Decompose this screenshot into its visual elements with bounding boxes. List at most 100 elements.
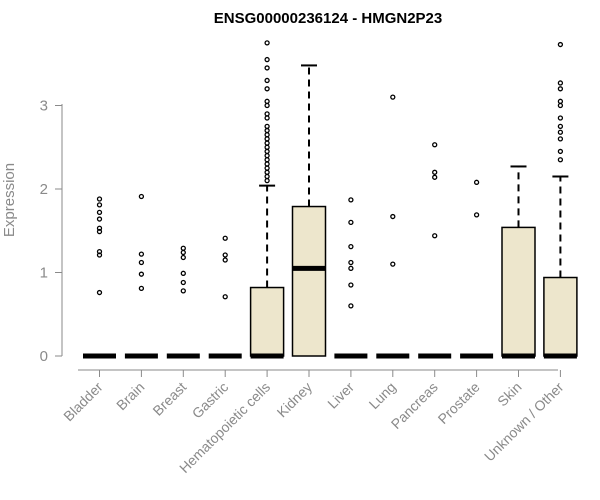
outlier-point bbox=[264, 98, 270, 104]
outlier-point bbox=[557, 148, 564, 155]
box-breast bbox=[166, 245, 200, 359]
boxes-group bbox=[83, 40, 578, 359]
box-body bbox=[501, 226, 536, 357]
outlier-point bbox=[348, 265, 354, 271]
x-tick-label: Kidney bbox=[274, 379, 316, 421]
outlier-point bbox=[264, 173, 270, 180]
outlier-point bbox=[264, 140, 270, 146]
outlier-point bbox=[264, 144, 270, 150]
outlier-point bbox=[432, 233, 438, 239]
outlier-point bbox=[138, 251, 145, 257]
y-tick-label: 0 bbox=[40, 348, 48, 365]
outlier-point bbox=[557, 129, 564, 135]
x-tick-label: Pancreas bbox=[388, 379, 441, 432]
y-tick-label: 3 bbox=[40, 98, 48, 115]
outlier-point bbox=[138, 193, 145, 200]
outlier-point bbox=[557, 86, 564, 92]
x-tick-label: Breast bbox=[149, 379, 189, 419]
x-tick-label: Brain bbox=[113, 379, 147, 413]
x-tick-label: Bladder bbox=[60, 379, 106, 425]
outlier-point bbox=[348, 243, 354, 250]
y-axis-label: Expression bbox=[1, 163, 18, 237]
outlier-point bbox=[96, 196, 103, 202]
outlier-point bbox=[264, 132, 270, 138]
outlier-point bbox=[348, 197, 354, 203]
outlier-point bbox=[180, 249, 186, 256]
outlier-point bbox=[264, 177, 270, 184]
x-tick-label: Prostate bbox=[435, 379, 483, 427]
x-tick-label: Unknown / Other bbox=[481, 379, 567, 465]
outlier-point bbox=[96, 209, 103, 216]
outlier-point bbox=[96, 248, 103, 255]
outlier-point bbox=[390, 261, 396, 267]
outlier-point bbox=[473, 212, 480, 218]
outlier-point bbox=[222, 235, 228, 241]
outlier-point bbox=[432, 142, 438, 148]
box-prostate bbox=[460, 179, 494, 359]
y-ticks: 0 1 2 3 bbox=[40, 98, 62, 365]
outlier-point bbox=[390, 94, 396, 100]
outlier-point bbox=[264, 102, 270, 109]
outlier-point bbox=[96, 202, 103, 208]
box-lung bbox=[376, 94, 410, 359]
outlier-point bbox=[264, 56, 270, 63]
box-unknown-other bbox=[543, 41, 578, 359]
outlier-point bbox=[432, 174, 438, 180]
box-body bbox=[291, 205, 327, 357]
outlier-point bbox=[557, 115, 564, 121]
outlier-point bbox=[264, 169, 270, 175]
outlier-point bbox=[473, 179, 480, 185]
outlier-point bbox=[222, 294, 228, 300]
y-tick-label: 2 bbox=[40, 181, 48, 198]
box-bladder bbox=[83, 196, 116, 359]
outlier-point bbox=[348, 219, 354, 226]
outlier-point bbox=[138, 271, 145, 277]
box-body bbox=[249, 286, 285, 357]
outlier-point bbox=[557, 102, 564, 109]
outlier-point bbox=[96, 225, 103, 231]
outlier-point bbox=[432, 169, 438, 175]
outlier-point bbox=[557, 123, 564, 130]
chart-title: ENSG00000236124 - HMGN2P23 bbox=[214, 10, 442, 27]
y-tick-label: 1 bbox=[40, 265, 48, 282]
box-skin bbox=[501, 165, 536, 359]
outlier-point bbox=[390, 213, 396, 220]
outlier-point bbox=[557, 80, 564, 86]
box-kidney bbox=[291, 64, 327, 357]
x-tick-label: Lung bbox=[366, 379, 399, 412]
outlier-point bbox=[557, 136, 564, 142]
outlier-point bbox=[264, 148, 270, 155]
outlier-point bbox=[264, 65, 270, 71]
outlier-point bbox=[264, 161, 270, 167]
outlier-point bbox=[96, 216, 103, 222]
box-pancreas bbox=[418, 142, 452, 359]
outlier-point bbox=[222, 252, 228, 258]
outlier-point bbox=[180, 279, 186, 286]
box-body bbox=[543, 276, 578, 357]
x-tick-label: Liver bbox=[324, 379, 357, 412]
outlier-point bbox=[180, 254, 186, 261]
x-tick-label: Skin bbox=[494, 379, 525, 410]
outlier-point bbox=[222, 257, 228, 263]
outlier-point bbox=[557, 98, 564, 104]
outlier-point bbox=[264, 111, 270, 117]
outlier-point bbox=[557, 157, 564, 163]
box-liver bbox=[334, 197, 368, 359]
box-hematopoietic-cells bbox=[249, 40, 285, 359]
outlier-point bbox=[264, 40, 270, 46]
outlier-point bbox=[264, 165, 270, 171]
outlier-point bbox=[180, 245, 186, 251]
outlier-point bbox=[180, 270, 186, 276]
outlier-point bbox=[264, 127, 270, 134]
outlier-point bbox=[96, 252, 103, 258]
outlier-point bbox=[138, 285, 145, 292]
outlier-point bbox=[264, 123, 270, 130]
outlier-point bbox=[180, 288, 186, 294]
box-gastric bbox=[208, 235, 242, 359]
outlier-point bbox=[264, 136, 270, 142]
outlier-point bbox=[264, 77, 270, 84]
outlier-point bbox=[557, 41, 564, 48]
outlier-point bbox=[96, 228, 103, 235]
